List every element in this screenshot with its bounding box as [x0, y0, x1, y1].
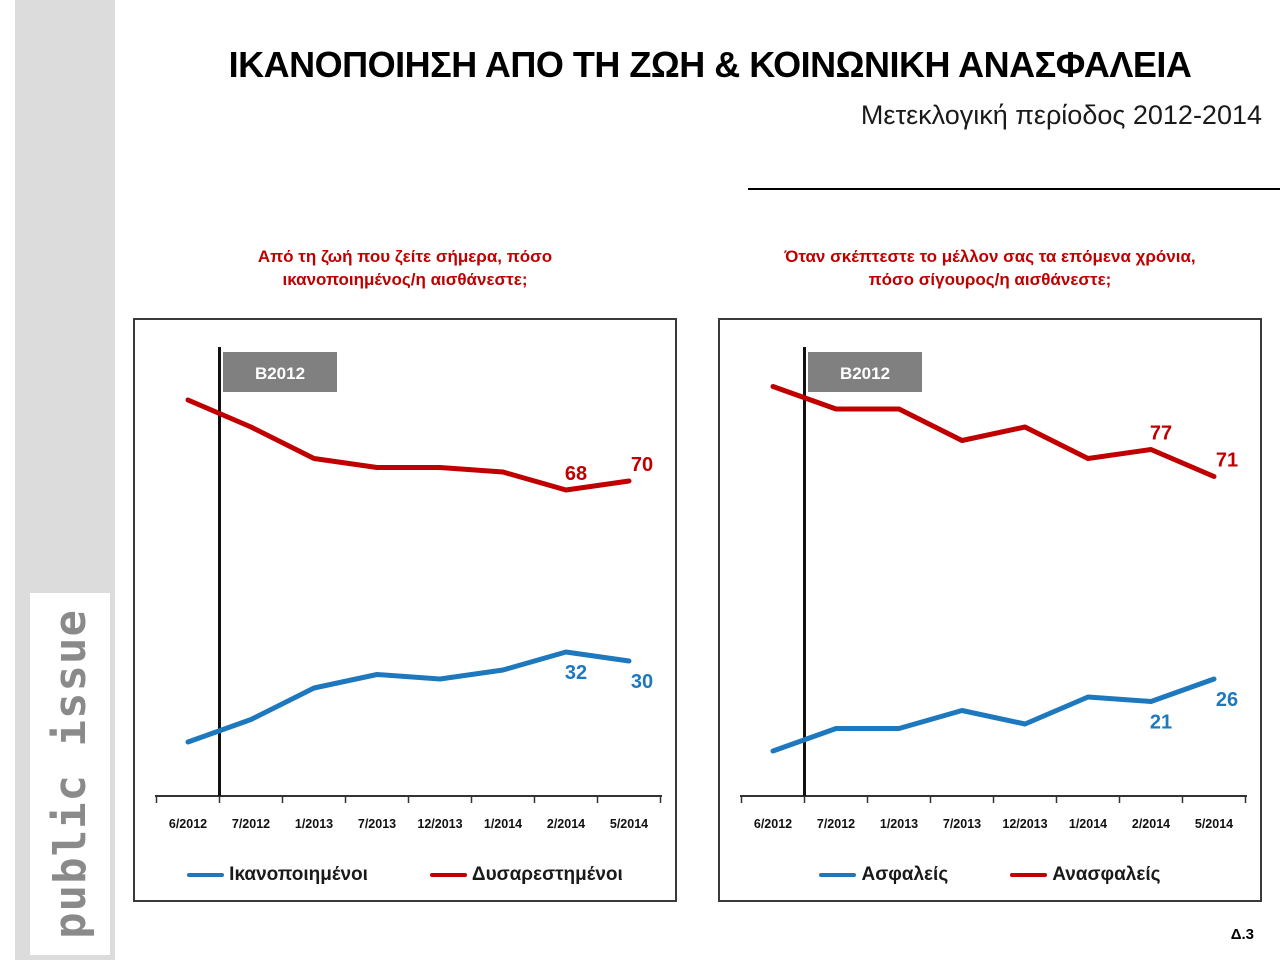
legend-item: Ανασφαλείς — [1010, 864, 1161, 886]
data-label: 70 — [631, 454, 653, 476]
legend-label: Ανασφαλείς — [1052, 864, 1161, 885]
series-line-blue — [185, 649, 632, 745]
data-label: 26 — [1216, 689, 1238, 711]
chart-legend: Ικανοποιημένοι Δυσαρεστημένοι — [135, 864, 675, 886]
x-axis-label: 2/2014 — [1132, 817, 1170, 831]
x-axis-label: 2/2014 — [547, 817, 585, 831]
legend-item: Δυσαρεστημένοι — [429, 864, 623, 886]
page-title: ΙΚΑΝΟΠΟΙΗΣΗ ΑΠΟ ΤΗ ΖΩΗ & ΚΟΙΝΩΝΙΚΗ ΑΝΑΣΦ… — [228, 44, 1192, 85]
x-axis-label: 1/2013 — [880, 817, 918, 831]
x-axis-label: 7/2012 — [232, 817, 270, 831]
x-axis-label: 6/2012 — [169, 817, 207, 831]
x-axis-label: 7/2012 — [817, 817, 855, 831]
series-line-red — [185, 397, 632, 493]
x-axis-label: 5/2014 — [1195, 817, 1233, 831]
x-axis-label: 7/2013 — [943, 817, 981, 831]
x-axis-label: 1/2014 — [484, 817, 522, 831]
left-chart-question: Από τη ζωή που ζείτε σήμερα, πόσο ικανοπ… — [133, 246, 677, 292]
title-divider-rule — [748, 188, 1280, 190]
data-label: 77 — [1150, 423, 1172, 445]
legend-swatch-blue — [819, 872, 857, 878]
x-axis-label: 1/2013 — [295, 817, 333, 831]
x-axis-label: 12/2013 — [1002, 817, 1047, 831]
right-chart-question-line1: Όταν σκέπτεστε το μέλλον σας τα επόμενα … — [784, 247, 1196, 266]
slide-number: Δ.3 — [1230, 926, 1254, 943]
legend-item: Ασφαλείς — [819, 864, 948, 886]
chart-legend: Ασφαλείς Ανασφαλείς — [720, 864, 1260, 886]
election-marker-label: B2012 — [255, 364, 305, 383]
data-label: 21 — [1150, 712, 1172, 734]
legend-swatch-red — [429, 872, 467, 878]
election-marker-box — [808, 352, 922, 392]
election-marker-box — [223, 352, 337, 392]
data-label: 71 — [1216, 450, 1238, 472]
x-axis-label: 7/2013 — [358, 817, 396, 831]
x-axis-label: 1/2014 — [1069, 817, 1107, 831]
line-chart-canvas: B2012 6/2012 7/2012 1/2013 7/2013 12/2013 1/20… — [155, 347, 662, 831]
election-marker-label: B2012 — [840, 364, 890, 383]
data-label: 68 — [565, 463, 587, 485]
legend-label: Ασφαλείς — [861, 864, 949, 885]
series-line-red — [770, 384, 1217, 479]
public-issue-logo: public issue — [44, 609, 96, 939]
legend-swatch-red — [1010, 872, 1048, 878]
data-label: 30 — [631, 671, 653, 693]
series-line-blue — [770, 676, 1217, 754]
legend-label: Δυσαρεστημένοι — [471, 864, 623, 885]
line-chart-canvas: B2012 6/2012 7/2012 1/2013 7/2013 12/2013 1/20… — [740, 347, 1247, 831]
life-satisfaction-chart: B2012 6/2012 7/2012 1/2013 7/2013 12/2013 1/20… — [133, 318, 677, 902]
x-axis-label: 6/2012 — [754, 817, 792, 831]
x-axis-label: 12/2013 — [417, 817, 462, 831]
right-chart-question: Όταν σκέπτεστε το μέλλον σας τα επόμενα … — [718, 246, 1262, 292]
page-subtitle: Μετεκλογική περίοδος 2012-2014 — [860, 100, 1262, 130]
logo-box: public issue — [30, 593, 110, 955]
left-chart-question-line2: ικανοποιημένος/η αισθάνεστε; — [282, 269, 528, 289]
legend-label: Ικανοποιημένοι — [229, 864, 368, 885]
social-insecurity-chart: B2012 6/2012 7/2012 1/2013 7/2013 12/2013 1/20… — [718, 318, 1262, 902]
right-chart-question-line2: πόσο σίγουρος/η αισθάνεστε; — [868, 269, 1112, 289]
legend-swatch-blue — [187, 872, 225, 878]
x-axis-label: 5/2014 — [610, 817, 648, 831]
left-chart-question-line1: Από τη ζωή που ζείτε σήμερα, πόσο — [257, 247, 553, 266]
legend-item: Ικανοποιημένοι — [187, 864, 368, 886]
data-label: 32 — [565, 662, 587, 684]
